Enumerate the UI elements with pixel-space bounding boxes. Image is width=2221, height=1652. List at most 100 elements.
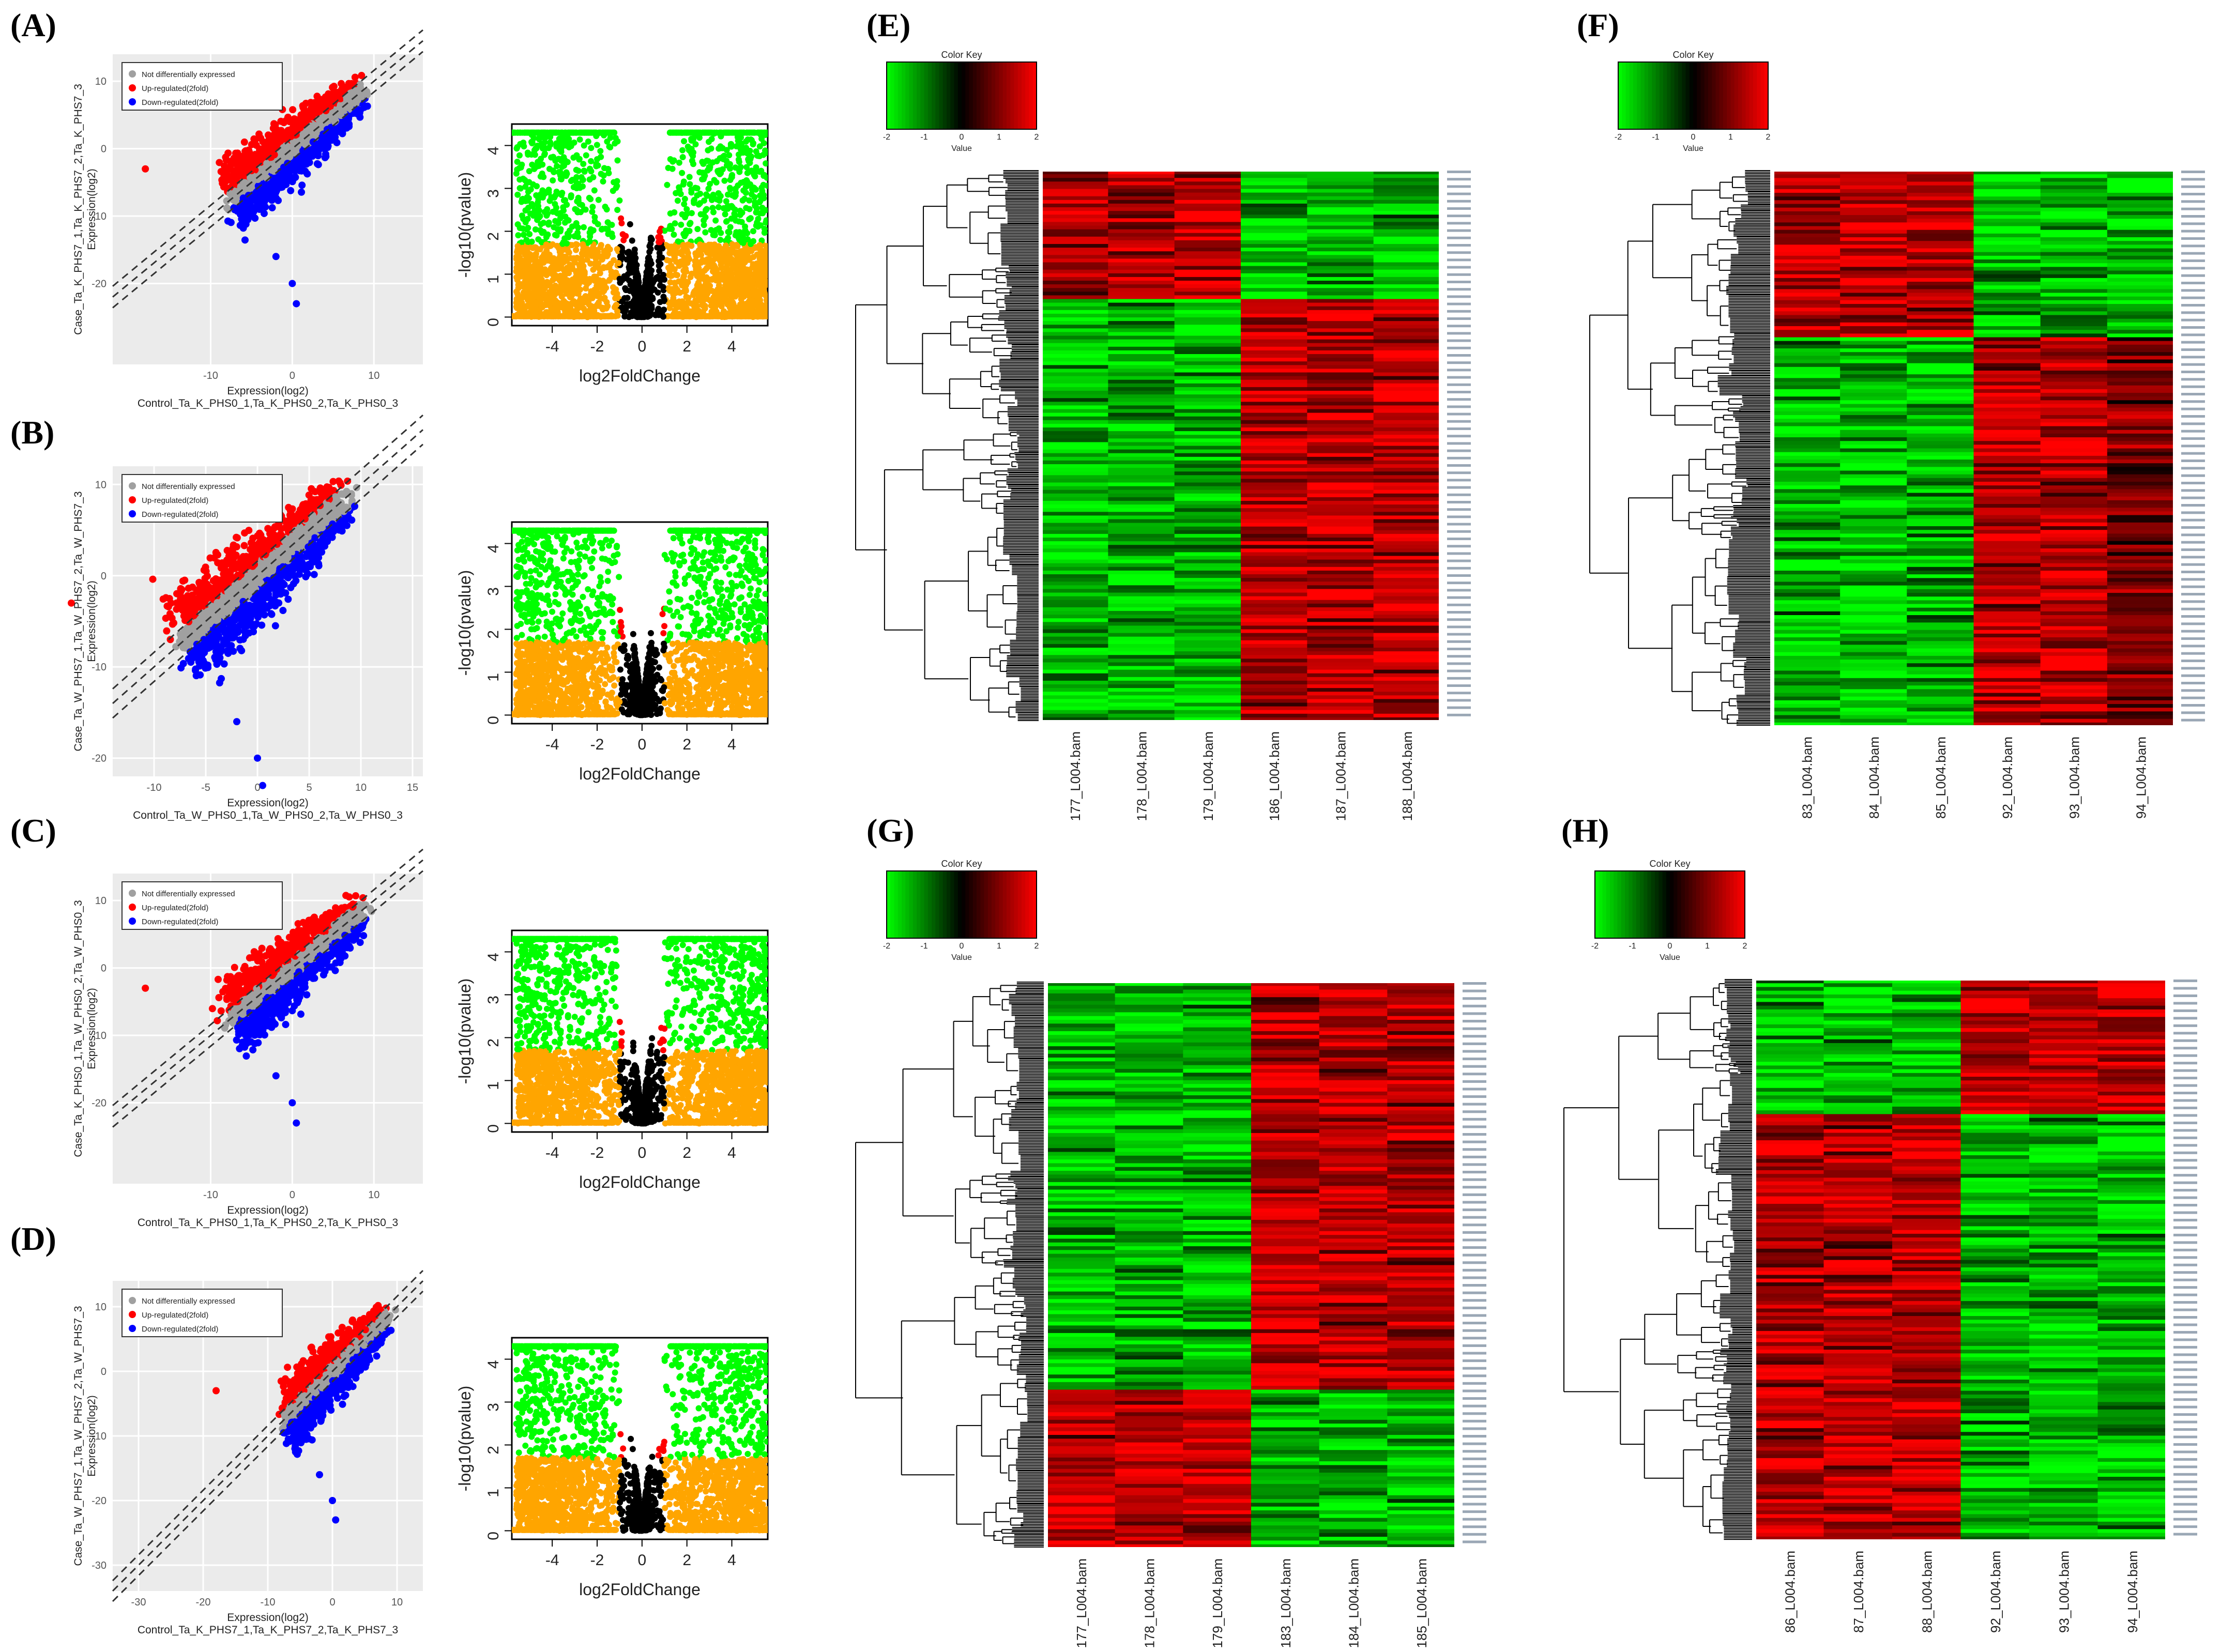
data-point [270, 151, 278, 159]
data-point [241, 962, 249, 970]
outlier-point [288, 280, 296, 287]
data-point [284, 554, 292, 561]
data-point [229, 547, 236, 555]
data-point [240, 138, 248, 146]
panel-label-e: (E) [866, 7, 910, 43]
data-point [226, 158, 234, 165]
data-point [241, 236, 249, 244]
data-point [177, 588, 185, 595]
data-point [251, 580, 259, 588]
y-tick-label: -20 [92, 278, 107, 289]
data-point [291, 1002, 298, 1010]
data-point [278, 554, 285, 562]
panel-label-f: (F) [1577, 7, 1619, 43]
data-point [255, 205, 263, 213]
data-point [289, 106, 297, 114]
data-point [226, 165, 234, 173]
data-point [250, 603, 257, 610]
x-tick-label: -10 [203, 370, 218, 381]
data-point [339, 128, 346, 136]
data-point [278, 587, 285, 594]
panel-label-b: (B) [10, 414, 54, 451]
data-point [220, 640, 227, 648]
data-point [219, 623, 226, 631]
x-tick-label: 5 [306, 782, 312, 793]
data-point [251, 215, 259, 222]
data-point [249, 1046, 257, 1054]
data-point [292, 577, 300, 585]
data-point [271, 121, 279, 129]
data-point [181, 611, 189, 619]
data-point [277, 533, 284, 541]
y-axis-label: Expression(log2) [86, 580, 98, 662]
data-point [308, 485, 315, 493]
data-point [214, 1017, 221, 1024]
data-point [239, 212, 247, 220]
panel-labels: (A) (B) (C) (D) (E) (F) (G) (H) [10, 7, 1619, 1257]
data-point [263, 160, 271, 167]
data-point [217, 1007, 225, 1015]
data-point [224, 149, 232, 157]
data-point [212, 548, 220, 556]
scatter-c: -10 0 10100-10-20Expression(log2)Control_T… [72, 848, 423, 1229]
data-point [317, 139, 325, 147]
data-point [306, 108, 313, 115]
data-point [293, 526, 300, 534]
data-point [214, 975, 222, 983]
y-tick-label: -20 [92, 753, 107, 764]
data-point [351, 73, 359, 81]
data-point [267, 530, 275, 538]
data-point [229, 176, 236, 183]
data-point [277, 183, 285, 191]
data-point [208, 1005, 216, 1013]
outlier-point [272, 253, 280, 261]
data-point [270, 135, 278, 143]
data-point [167, 599, 175, 607]
outlier-point [142, 165, 149, 173]
data-point [257, 153, 265, 161]
data-point [247, 204, 255, 212]
data-point [346, 104, 354, 112]
data-point [190, 651, 198, 659]
legend-entry: Down-regulated(2fold) [142, 98, 218, 107]
data-point [280, 132, 288, 140]
data-point [334, 507, 342, 515]
data-point [213, 587, 221, 594]
data-point [255, 950, 263, 958]
data-point [265, 186, 272, 193]
data-point [203, 624, 210, 632]
y-tick-label: -10 [92, 662, 107, 673]
data-point [294, 920, 302, 927]
legend-entry: Not differentially expressed [142, 482, 235, 491]
data-point [241, 529, 249, 537]
data-point [272, 599, 280, 606]
data-point [316, 484, 324, 492]
data-point [275, 175, 283, 183]
legend-entry: Up-regulated(2fold) [142, 84, 208, 93]
data-point [279, 607, 287, 615]
scatter-a: -10 0 10100-10-20Expression(log2)Control_T… [72, 29, 423, 409]
data-point [213, 635, 221, 643]
data-point [217, 603, 225, 610]
x-axis-label: Control_Ta_K_PHS0_1,Ta_K_PHS0_2,Ta_K_PHS… [138, 397, 398, 409]
data-point [162, 615, 170, 622]
scatter-b: -10 -5 0 5 10 15100-10-20Expression(log2)Cont… [68, 415, 423, 821]
x-tick-label: 0 [254, 782, 260, 793]
data-point [216, 159, 223, 166]
panel-label-g: (G) [866, 812, 914, 849]
y-tick-label: 0 [101, 571, 107, 582]
data-point [255, 130, 263, 138]
x-tick-label: 10 [355, 782, 367, 793]
data-point [200, 566, 208, 574]
data-point [235, 580, 242, 588]
data-point [292, 157, 299, 165]
y-axis-label: Case_Ta_W_PHS7_1,Ta_W_PHS7_2,Ta_W_PHS7_3 [72, 491, 84, 751]
data-point [261, 611, 268, 619]
data-point [242, 1052, 250, 1060]
data-point [276, 575, 284, 583]
x-tick-label: 10 [368, 370, 379, 381]
data-point [359, 894, 367, 901]
data-point [246, 614, 254, 621]
data-point [271, 622, 279, 630]
y-tick-label: 10 [95, 76, 107, 87]
